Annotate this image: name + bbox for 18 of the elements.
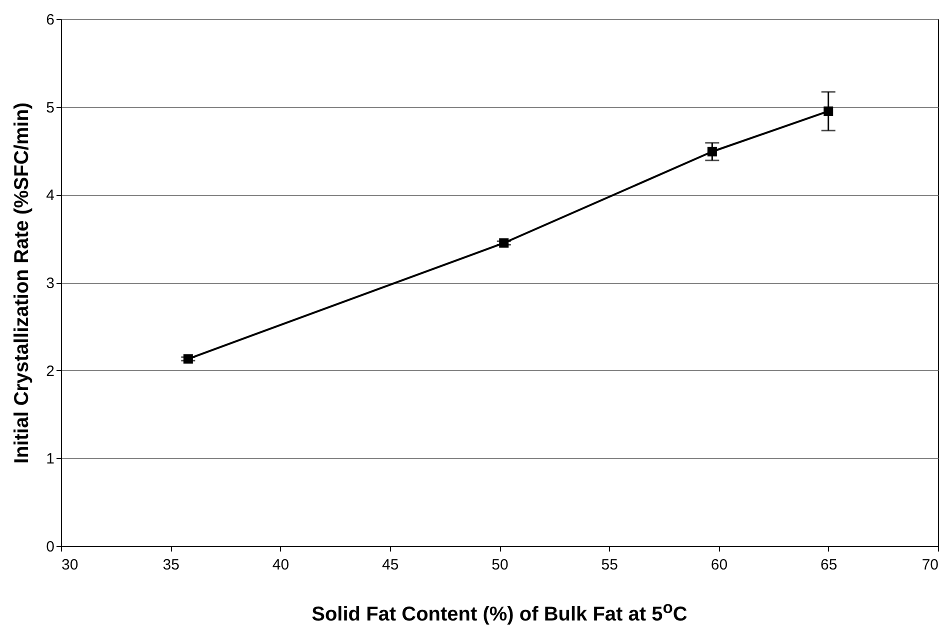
y-axis-title: Initial Crystallization Rate (%SFC/min) — [11, 102, 34, 464]
y-tick-label: 1 — [46, 450, 54, 468]
x-tick-label: 60 — [710, 556, 728, 574]
y-tick-label: 0 — [46, 538, 54, 556]
y-tick-label: 3 — [46, 275, 54, 292]
x-axis-title: Solid Fat Content (%) of Bulk Fat at 5$^{o}$C — [310, 598, 688, 627]
y-tick-label: 4 — [46, 187, 54, 204]
x-tick-label: 70 — [922, 556, 938, 574]
x-tick-label: 30 — [62, 556, 78, 574]
y-tick-label: 2 — [46, 362, 54, 380]
x-tick-label: 55 — [601, 556, 618, 574]
x-tick-label: 45 — [382, 556, 399, 574]
x-tick-label: 50 — [492, 556, 508, 574]
y-tick-label: 5 — [46, 99, 54, 116]
x-tick-label: 65 — [820, 556, 838, 574]
x-tick-label: 40 — [272, 556, 290, 574]
y-tick-label: 6 — [46, 12, 54, 28]
x-tick-label: 35 — [162, 556, 180, 574]
